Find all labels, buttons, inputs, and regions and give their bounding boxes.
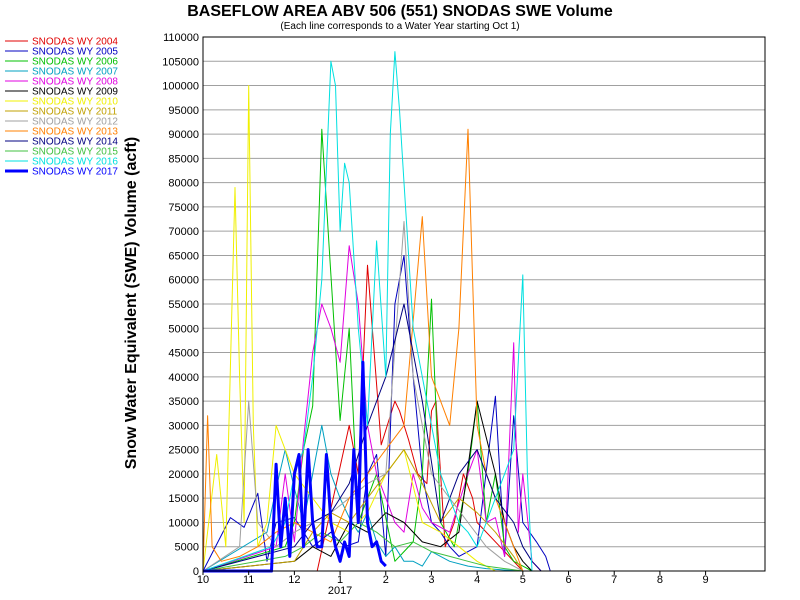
plot-series (202, 51, 551, 573)
legend-label: SNODAS WY 2012 (32, 117, 118, 128)
y-tick-label: 45000 (168, 348, 199, 360)
y-tick-label: 90000 (168, 129, 199, 141)
legend-label: SNODAS WY 2014 (32, 137, 118, 148)
y-tick-label: 15000 (168, 493, 199, 505)
x-tick-label: 12 (288, 574, 300, 586)
legend-label: SNODAS WY 2011 (32, 107, 118, 118)
y-tick-label: 110000 (163, 32, 199, 44)
y-tick-label: 60000 (168, 275, 199, 287)
y-tick-label: 40000 (168, 372, 199, 384)
legend-label: SNODAS WY 2006 (32, 57, 118, 68)
legend-label: SNODAS WY 2008 (32, 77, 118, 88)
legend-label: SNODAS WY 2016 (32, 157, 118, 168)
y-tick-label: 105000 (162, 56, 199, 68)
series-line-8 (202, 449, 524, 572)
series-line-10 (202, 128, 524, 572)
legend-label: SNODAS WY 2005 (32, 47, 118, 58)
y-tick-label: 5000 (175, 542, 199, 554)
x-tick-label: 11 (243, 574, 254, 586)
legend-label: SNODAS WY 2015 (32, 147, 118, 158)
chart-subtitle: (Each line corresponds to a Water Year s… (280, 21, 519, 32)
x-tick-label: 9 (703, 574, 709, 586)
x-tick-label: 6 (565, 574, 571, 586)
series-line-14 (203, 360, 387, 573)
x-tick-label: 10 (197, 574, 209, 586)
y-tick-label: 10000 (168, 517, 199, 529)
series-line-2 (202, 255, 551, 572)
legend-label: SNODAS WY 2004 (32, 37, 118, 48)
legend-label: SNODAS WY 2009 (32, 87, 118, 98)
x-tick-label: 8 (657, 574, 663, 586)
plot-frame (202, 36, 766, 572)
chart-title: BASEFLOW AREA ABV 506 (551) SNODAS SWE V… (187, 3, 613, 20)
x-tick-label: 4 (474, 574, 480, 586)
y-tick-label: 85000 (168, 153, 199, 165)
y-tick-label: 70000 (168, 226, 199, 238)
y-tick-label: 50000 (168, 323, 199, 335)
x-tick-label: 1 (337, 574, 343, 586)
y-tick-label: 0 (193, 566, 199, 578)
legend-label: SNODAS WY 2017 (32, 167, 118, 178)
y-tick-label: 25000 (168, 445, 199, 457)
series-line-13 (202, 51, 533, 572)
y-tick-label: 95000 (168, 105, 199, 117)
legend-label: SNODAS WY 2010 (32, 97, 118, 108)
series-line-5 (202, 245, 542, 572)
x-tick-label: 5 (520, 574, 526, 586)
y-tick-label: 80000 (168, 178, 199, 190)
x-tick-label: 3 (428, 574, 434, 586)
series-line-12 (202, 522, 523, 572)
y-tick-label: 35000 (168, 396, 199, 408)
y-tick-label: 65000 (168, 250, 199, 262)
legend-label: SNODAS WY 2007 (32, 67, 118, 78)
x-tick-label: 7 (611, 574, 617, 586)
y-axis-label: Snow Water Equivalent (SWE) Volume (acft… (123, 137, 140, 469)
y-tick-label: 20000 (168, 469, 199, 481)
grid (203, 60, 765, 548)
series-line-9 (202, 221, 524, 572)
legend-label: SNODAS WY 2013 (32, 127, 118, 138)
x-tick-label: 2 (383, 574, 389, 586)
x-year-label: 2017 (328, 585, 352, 597)
axis-ticks: 0 5000 10000 15000 20000 25000 30000 35000 40000… (162, 32, 708, 597)
y-tick-label: 55000 (168, 299, 199, 311)
y-tick-label: 30000 (168, 420, 199, 432)
y-tick-label: 75000 (168, 202, 199, 214)
y-tick-label: 100000 (162, 81, 199, 93)
